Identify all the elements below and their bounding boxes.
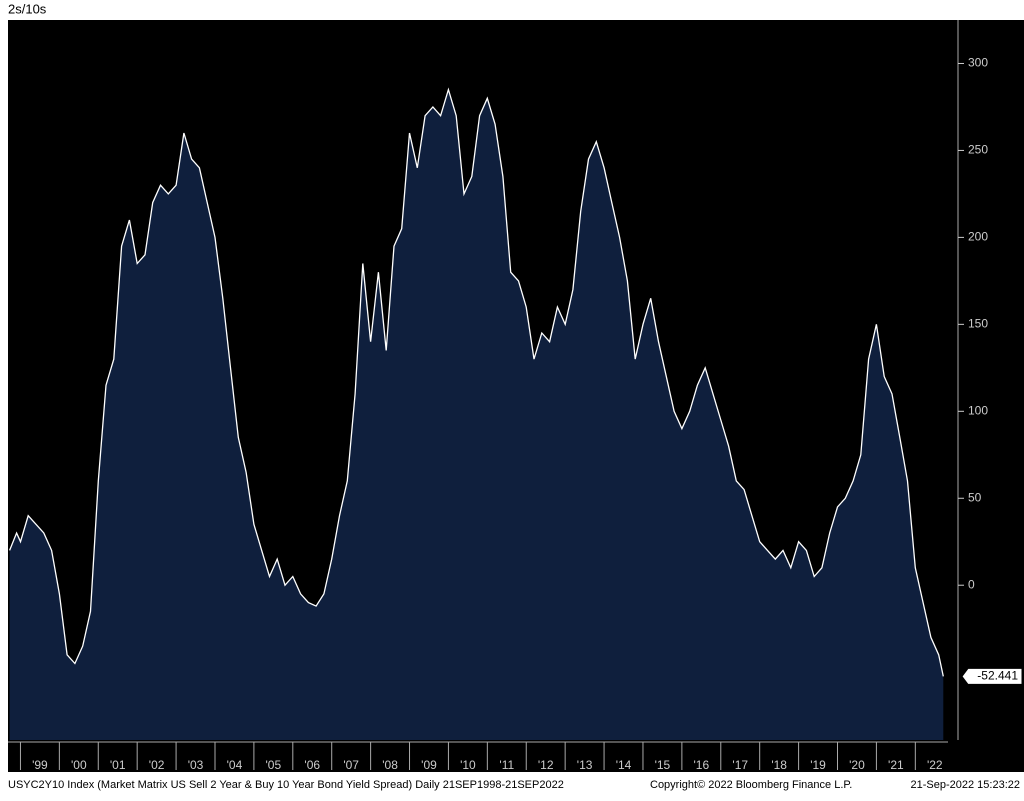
x-tick-label: '17: [732, 758, 748, 772]
last-value-tag: [961, 667, 1023, 685]
x-tick-label: '03: [188, 758, 204, 772]
footer-copyright: Copyright© 2022 Bloomberg Finance L.P.: [650, 779, 852, 791]
x-tick-label: '05: [266, 758, 282, 772]
x-tick-label: '08: [382, 758, 398, 772]
x-tick-label: '22: [927, 758, 943, 772]
footer-description: USYC2Y10 Index (Market Matrix US Sell 2 …: [8, 779, 564, 791]
y-tick-label: 50: [968, 490, 982, 504]
line: [8, 87, 944, 677]
x-tick-label: '01: [110, 758, 126, 772]
x-tick-label: '02: [149, 758, 165, 772]
x-tick-label: '19: [810, 758, 826, 772]
x-tick-label: '21: [888, 758, 904, 772]
x-tick-label: '00: [71, 758, 87, 772]
y-tick-label: 150: [968, 317, 988, 331]
chart-title: 2s/10s: [8, 1, 47, 16]
x-tick-label: '10: [460, 758, 476, 772]
last-value-label: -52.441: [977, 669, 1018, 683]
x-tick-label: '07: [343, 758, 359, 772]
x-tick-label: '12: [538, 758, 554, 772]
x-tick-label: '18: [771, 758, 787, 772]
area: [9, 89, 944, 741]
x-tick-label: '04: [227, 758, 243, 772]
y-tick-label: 100: [968, 403, 988, 417]
footer-timestamp: 21-Sep-2022 15:23:22: [911, 779, 1020, 791]
y-tick-label: 300: [968, 56, 988, 70]
x-tick-label: '06: [304, 758, 320, 772]
y-tick-label: 200: [968, 230, 988, 244]
x-tick-label: '20: [849, 758, 865, 772]
x-tick-label: '09: [421, 758, 437, 772]
x-tick-label: '14: [616, 758, 632, 772]
x-tick-label: '13: [577, 758, 593, 772]
x-tick-label: '11: [499, 758, 514, 772]
x-tick-label: '16: [694, 758, 710, 772]
y-tick-label: 0: [968, 577, 975, 591]
x-tick-label: '99: [32, 758, 48, 772]
x-tick-label: '15: [655, 758, 671, 772]
y-tick-label: 250: [968, 143, 988, 157]
